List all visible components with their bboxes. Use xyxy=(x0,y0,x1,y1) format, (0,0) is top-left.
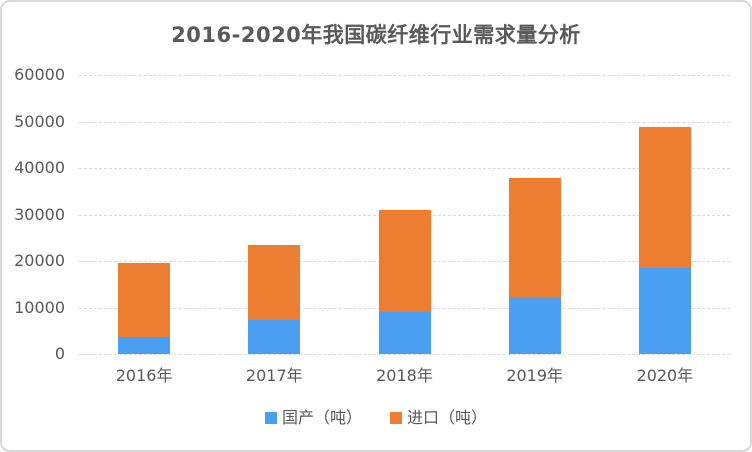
y-tick-label: 40000 xyxy=(14,158,65,177)
gridline xyxy=(79,354,730,355)
y-tick-label: 30000 xyxy=(14,204,65,224)
bar-segment-domestic xyxy=(508,298,561,354)
bar-segment-import xyxy=(248,244,301,320)
y-tick-label: 60000 xyxy=(14,65,65,84)
x-tick-label: 2016年 xyxy=(115,366,173,385)
legend: 国产（吨） 进口（吨） xyxy=(2,407,750,429)
bar-segment-import xyxy=(378,209,431,313)
stacked-bar-2020年 xyxy=(638,126,691,354)
gridline xyxy=(79,121,730,123)
x-tick-label: 2018年 xyxy=(376,366,433,385)
stacked-bar-2018年 xyxy=(378,209,431,354)
legend-swatch-icon xyxy=(390,412,402,424)
y-tick-label: 0 xyxy=(54,344,65,363)
x-tick-label: 2020年 xyxy=(636,366,694,385)
legend-label: 国产（吨） xyxy=(281,408,362,427)
stacked-bar-2016年 xyxy=(118,263,171,354)
legend-label: 进口（吨） xyxy=(407,408,488,427)
plot-area xyxy=(79,75,730,355)
y-tick-label: 50000 xyxy=(14,111,65,131)
gridline xyxy=(79,75,730,76)
stacked-bar-2017年 xyxy=(248,244,301,354)
bar-segment-import xyxy=(118,263,171,338)
chart-title: 2016-2020年我国碳纤维行业需求量分析 xyxy=(171,23,581,47)
bar-segment-import xyxy=(508,178,561,299)
bar-segment-import xyxy=(638,126,691,269)
x-tick-label: 2019年 xyxy=(506,366,564,385)
y-tick-label: 10000 xyxy=(14,297,65,317)
bar-segment-domestic xyxy=(638,268,691,354)
gridline xyxy=(79,168,730,169)
stacked-bar-2019年 xyxy=(508,178,561,354)
legend-item-domestic: 国产（吨） xyxy=(264,407,362,429)
bar-segment-domestic xyxy=(378,312,431,354)
y-tick-label: 20000 xyxy=(14,251,65,270)
x-tick-label: 2017年 xyxy=(245,366,303,385)
bar-segment-domestic xyxy=(248,319,301,354)
legend-item-import: 进口（吨） xyxy=(390,407,487,429)
bar-segment-domestic xyxy=(118,337,171,354)
legend-swatch-icon xyxy=(264,412,277,424)
